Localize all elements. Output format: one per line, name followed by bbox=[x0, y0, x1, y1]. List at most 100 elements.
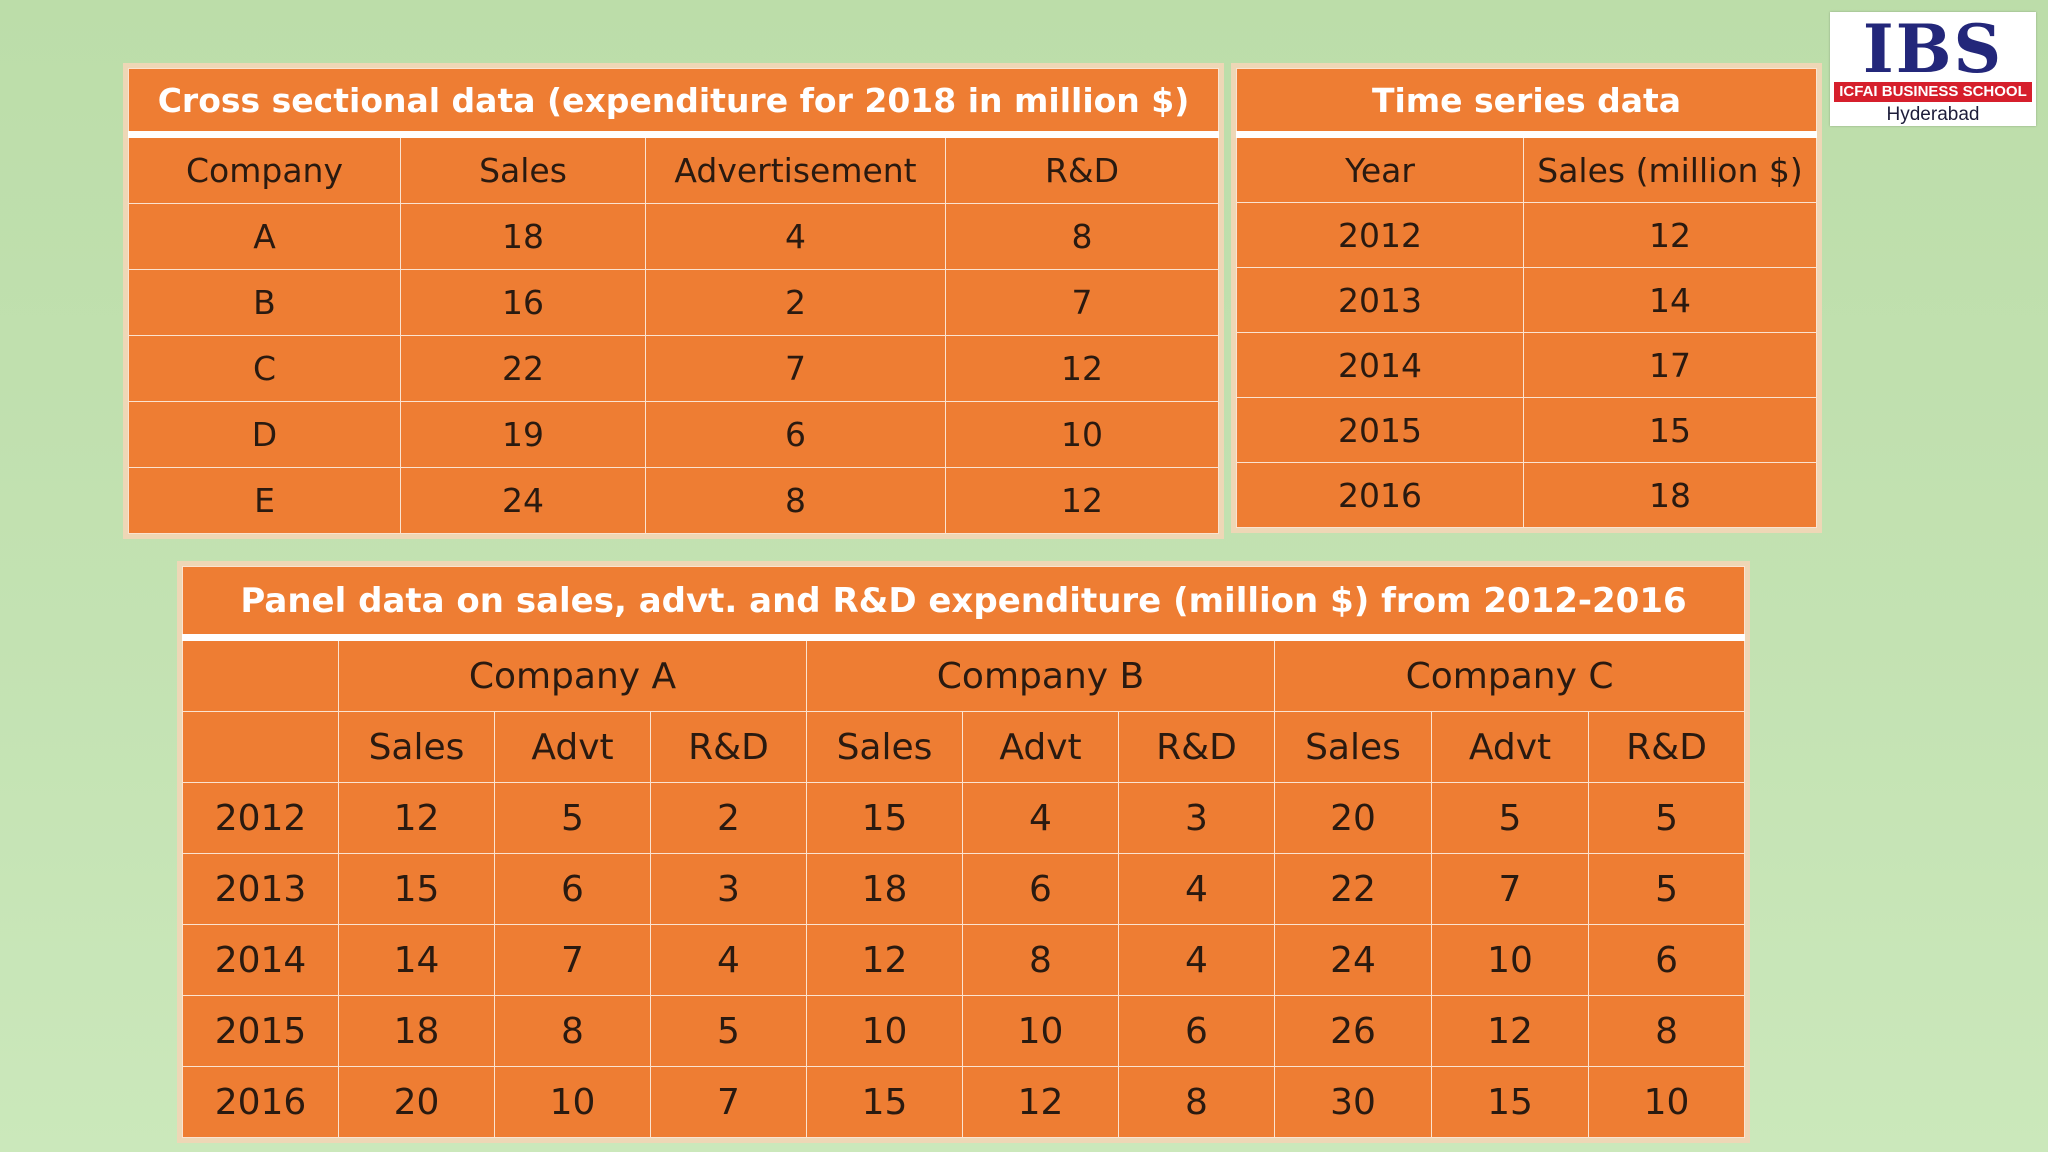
cross-sectional-title: Cross sectional data (expenditure for 20… bbox=[127, 68, 1220, 138]
table-cell: 20 bbox=[338, 1066, 495, 1138]
table-cell: 12 bbox=[338, 782, 495, 854]
table-cell: 2 bbox=[650, 782, 807, 854]
column-header: Company bbox=[128, 134, 401, 204]
table-row: 2013 15 6 3 18 6 4 22 7 5 bbox=[182, 853, 1746, 925]
table-row: 2014 17 bbox=[1236, 332, 1818, 398]
corner-cell bbox=[182, 637, 339, 712]
table-cell: 12 bbox=[944, 335, 1220, 402]
table-cell: B bbox=[128, 269, 401, 336]
column-header: Sales bbox=[806, 711, 963, 783]
table-cell: 8 bbox=[494, 995, 651, 1067]
column-header: Advt bbox=[494, 711, 651, 783]
column-header: R&D bbox=[1587, 711, 1746, 783]
column-header: Sales (million $) bbox=[1522, 134, 1818, 203]
table-cell: 17 bbox=[1522, 332, 1818, 398]
table-cell: 4 bbox=[645, 203, 946, 270]
column-header: Advertisement bbox=[645, 134, 946, 204]
table-row: D 19 6 10 bbox=[128, 401, 1220, 468]
table-row: 2014 14 7 4 12 8 4 24 10 6 bbox=[182, 924, 1746, 996]
table-cell: 14 bbox=[1522, 267, 1818, 333]
table-cell: 30 bbox=[1274, 1066, 1432, 1138]
table-cell: C bbox=[128, 335, 401, 402]
table-cell: 15 bbox=[338, 853, 495, 925]
table-cell: 12 bbox=[806, 924, 963, 996]
table-cell: 6 bbox=[1118, 995, 1275, 1067]
table-cell: 6 bbox=[494, 853, 651, 925]
table-row: 2015 18 8 5 10 10 6 26 12 8 bbox=[182, 995, 1746, 1067]
table-cell: 24 bbox=[1274, 924, 1432, 996]
table-header-row: Year Sales (million $) bbox=[1236, 134, 1818, 203]
table-header-row: Company Sales Advertisement R&D bbox=[128, 134, 1220, 204]
table-row: 2012 12 bbox=[1236, 202, 1818, 268]
table-cell: 12 bbox=[962, 1066, 1119, 1138]
table-row: 2016 20 10 7 15 12 8 30 15 10 bbox=[182, 1066, 1746, 1138]
column-header: Advt bbox=[1431, 711, 1589, 783]
table-cell: 2 bbox=[645, 269, 946, 336]
table-cell: D bbox=[128, 401, 401, 468]
table-cell: 5 bbox=[494, 782, 651, 854]
table-cell: E bbox=[128, 467, 401, 534]
table-cell: 7 bbox=[944, 269, 1220, 336]
table-cell: 18 bbox=[400, 203, 646, 270]
table-cell: 24 bbox=[400, 467, 646, 534]
table-cell: 10 bbox=[962, 995, 1119, 1067]
table-row: 2015 15 bbox=[1236, 397, 1818, 463]
table-cell: 5 bbox=[1587, 853, 1746, 925]
table-cell: 6 bbox=[645, 401, 946, 468]
table-row: E 24 8 12 bbox=[128, 467, 1220, 534]
table-cell: 2015 bbox=[1236, 397, 1524, 463]
table-cell: 2016 bbox=[182, 1066, 339, 1138]
table-cell: 4 bbox=[1118, 853, 1275, 925]
table-cell: 7 bbox=[1431, 853, 1589, 925]
time-series-title: Time series data bbox=[1235, 68, 1818, 138]
table-cell: 12 bbox=[944, 467, 1220, 534]
panel-data-table: Panel data on sales, advt. and R&D expen… bbox=[181, 566, 1746, 1138]
column-header: Year bbox=[1236, 134, 1524, 203]
table-cell: 8 bbox=[645, 467, 946, 534]
column-header: Sales bbox=[338, 711, 495, 783]
table-cell: 8 bbox=[1118, 1066, 1275, 1138]
logo-mark: IBS bbox=[1862, 10, 2004, 88]
table-cell: 3 bbox=[1118, 782, 1275, 854]
table-cell: 4 bbox=[962, 782, 1119, 854]
table-cell: 7 bbox=[650, 1066, 807, 1138]
table-header-row: Sales Advt R&D Sales Advt R&D Sales Advt… bbox=[182, 711, 1746, 783]
table-cell: 15 bbox=[806, 1066, 963, 1138]
table-cell: 2016 bbox=[1236, 462, 1524, 528]
table-cell: 19 bbox=[400, 401, 646, 468]
table-cell: 7 bbox=[645, 335, 946, 402]
table-cell: 20 bbox=[1274, 782, 1432, 854]
table-cell: 22 bbox=[400, 335, 646, 402]
table-cell: 2013 bbox=[1236, 267, 1524, 333]
table-cell: 18 bbox=[338, 995, 495, 1067]
table-cell: 16 bbox=[400, 269, 646, 336]
table-cell: 10 bbox=[494, 1066, 651, 1138]
column-header: Sales bbox=[1274, 711, 1432, 783]
table-cell: 8 bbox=[1587, 995, 1746, 1067]
table-row: 2016 18 bbox=[1236, 462, 1818, 528]
table-row: A 18 4 8 bbox=[128, 203, 1220, 270]
table-cell: 7 bbox=[494, 924, 651, 996]
table-cell: 2014 bbox=[1236, 332, 1524, 398]
table-cell: 26 bbox=[1274, 995, 1432, 1067]
table-cell: 5 bbox=[1431, 782, 1589, 854]
table-cell: 8 bbox=[962, 924, 1119, 996]
corner-cell bbox=[182, 711, 339, 783]
column-header: R&D bbox=[650, 711, 807, 783]
column-header: R&D bbox=[1118, 711, 1275, 783]
table-cell: 18 bbox=[806, 853, 963, 925]
table-cell: 2012 bbox=[1236, 202, 1524, 268]
logo-city: Hyderabad bbox=[1886, 104, 1980, 125]
table-cell: 8 bbox=[944, 203, 1220, 270]
table-row: 2012 12 5 2 15 4 3 20 5 5 bbox=[182, 782, 1746, 854]
table-row: C 22 7 12 bbox=[128, 335, 1220, 402]
table-cell: 5 bbox=[650, 995, 807, 1067]
table-cell: 15 bbox=[1431, 1066, 1589, 1138]
company-header: Company C bbox=[1273, 637, 1746, 712]
table-cell: 2015 bbox=[182, 995, 339, 1067]
table-cell: 2013 bbox=[182, 853, 339, 925]
column-header: R&D bbox=[944, 134, 1220, 204]
ibs-logo: IBS ICFAI BUSINESS SCHOOL Hyderabad bbox=[1830, 12, 2036, 126]
table-cell: 14 bbox=[338, 924, 495, 996]
table-cell: 6 bbox=[1587, 924, 1746, 996]
